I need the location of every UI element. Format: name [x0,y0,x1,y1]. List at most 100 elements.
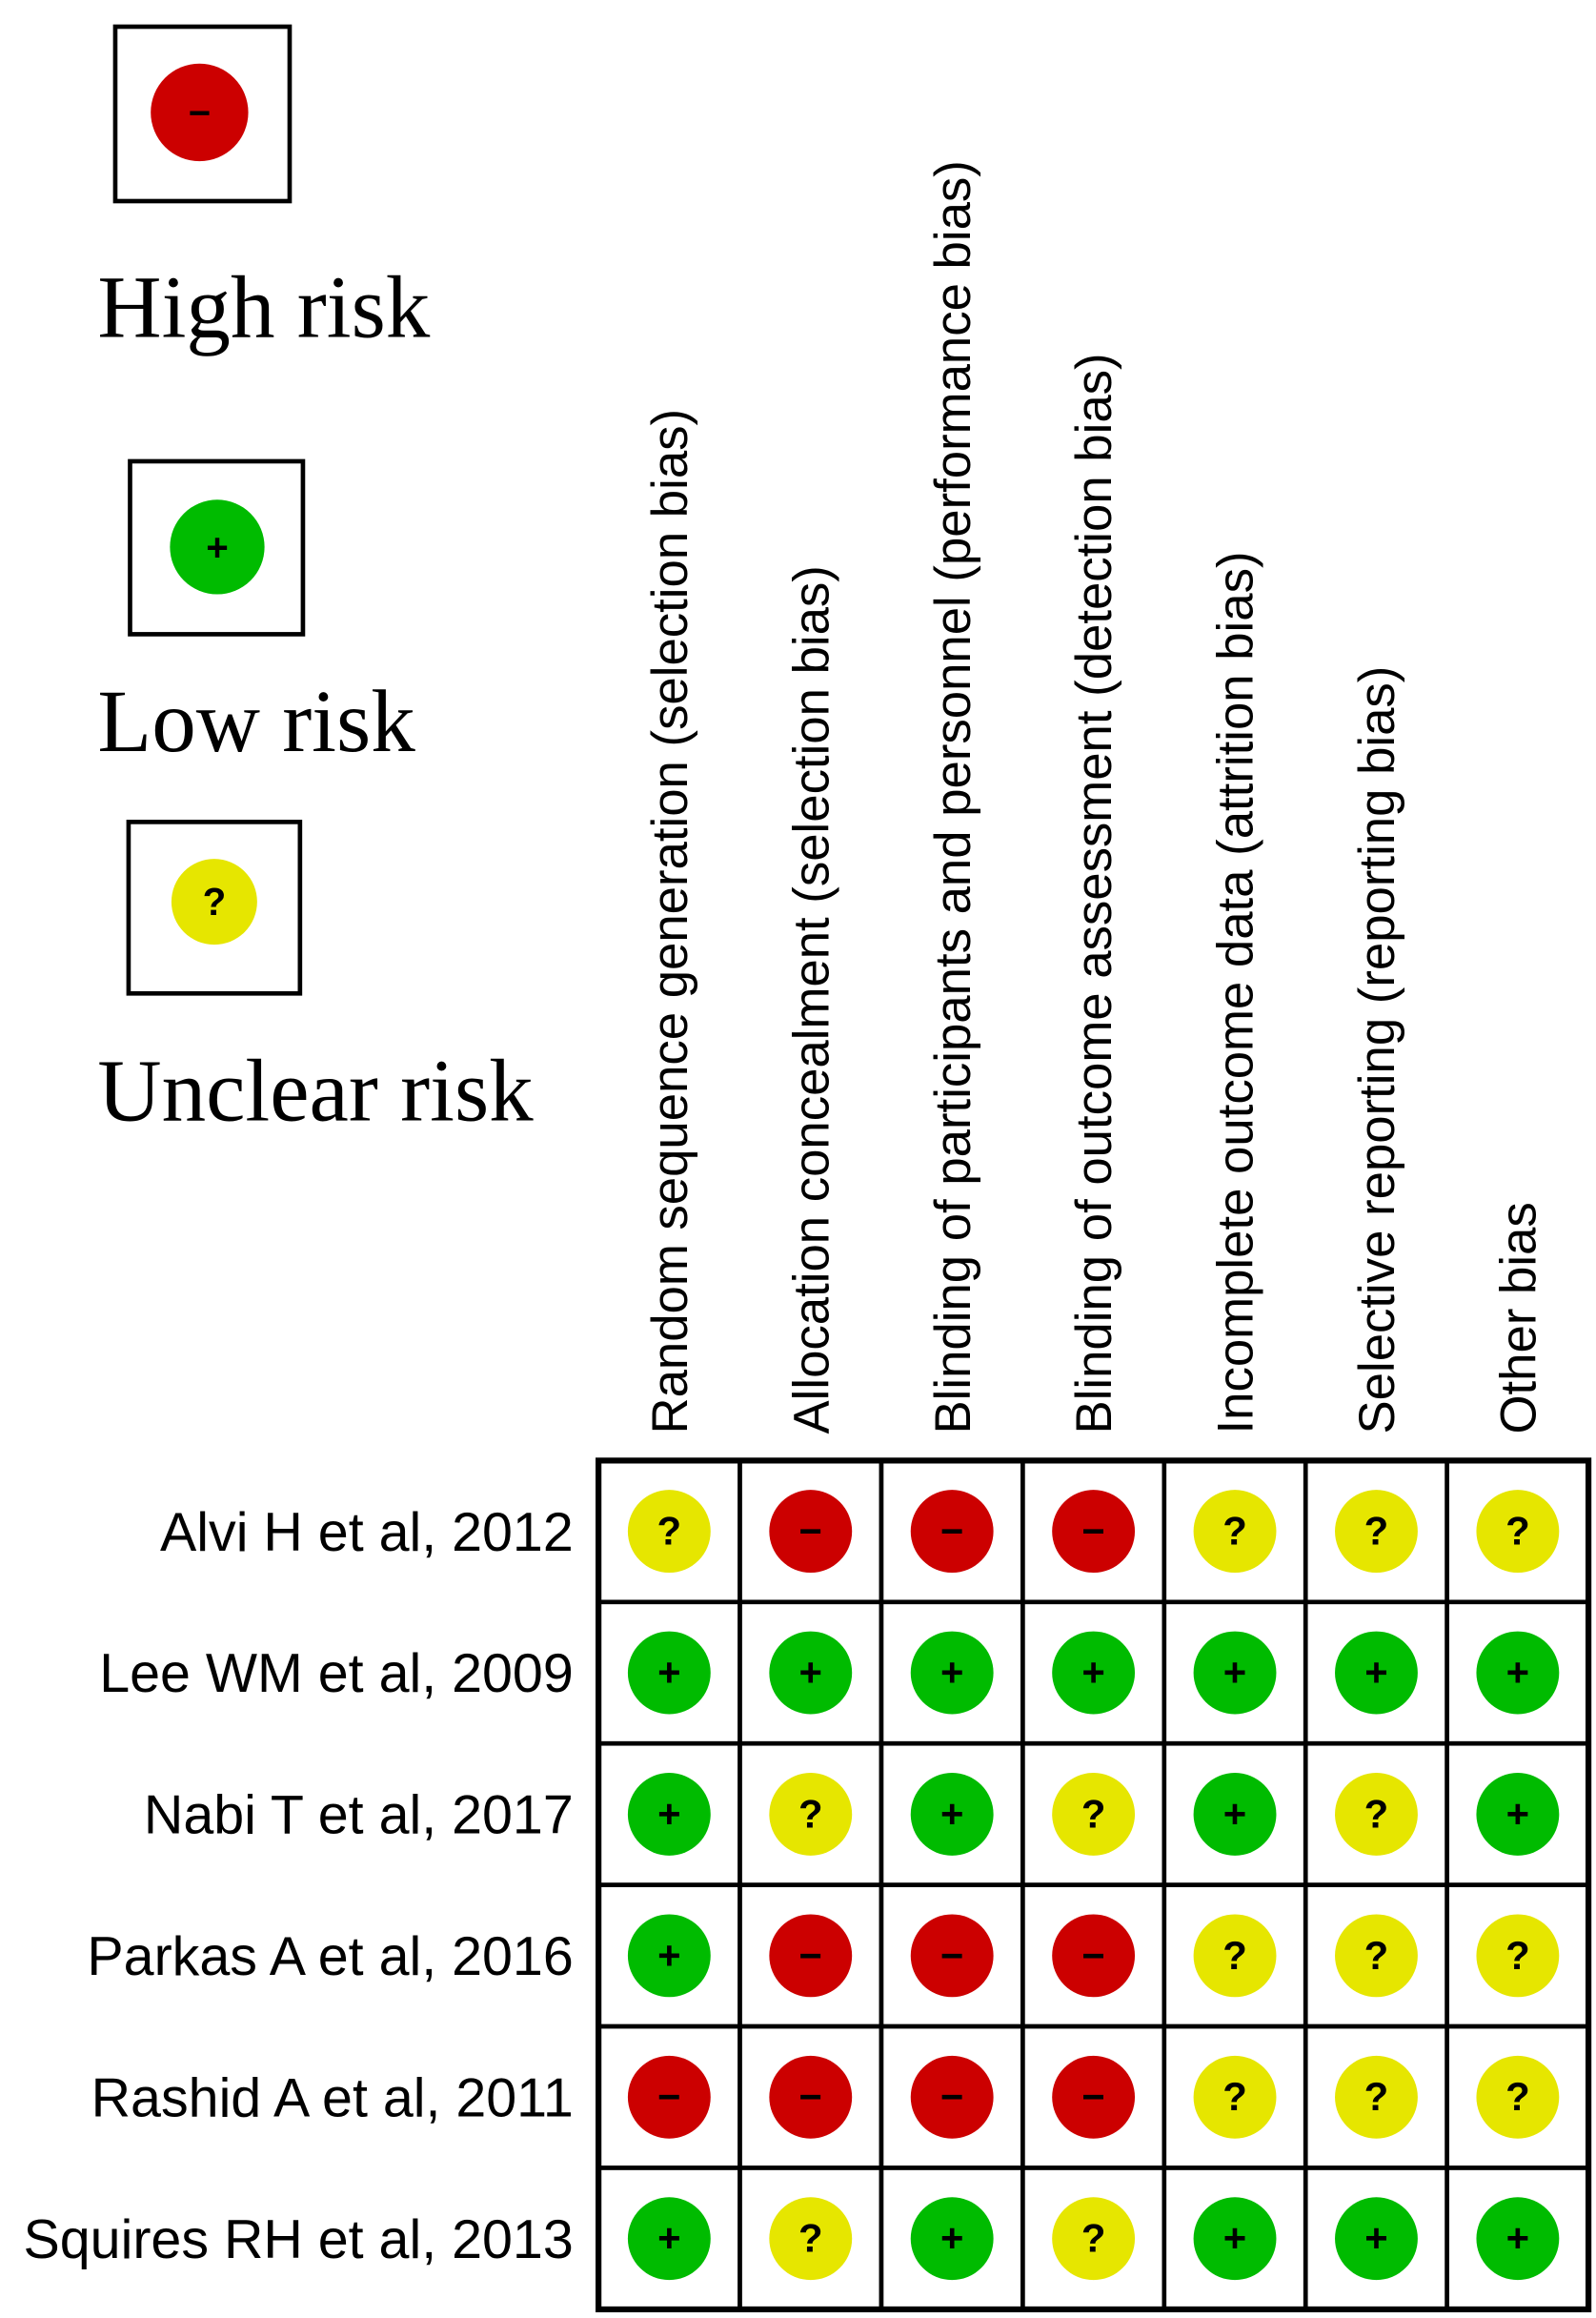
row-label: Parkas A et al, 2016 [87,1926,573,1987]
legend-box [112,24,293,204]
legend-symbol-text: ? [203,880,227,924]
judgement [1052,2197,1136,2281]
judgement [769,1773,853,1856]
legend-symbol [171,859,257,946]
judgement-symbol: + [799,1650,822,1695]
judgement-symbol: + [1364,2216,1387,2261]
judgement [910,2055,994,2139]
grid-border [596,1457,1592,2313]
judgement-symbol: ? [798,2216,823,2261]
judgement [1476,1490,1560,1574]
judgement-symbol: ? [1505,1933,1530,1978]
judgement [1335,2055,1418,2139]
judgement-symbol: − [657,2074,680,2119]
judgement [627,2055,711,2139]
judgement [769,2055,853,2139]
judgement [627,2197,711,2281]
judgement-symbol: + [657,2216,680,2261]
legend-label-box: Low risk [97,672,415,771]
judgement-symbol: ? [1222,1933,1247,1978]
legend-symbol-text: − [189,91,212,134]
legend-symbol [170,499,265,595]
judgement [1335,1490,1418,1574]
judgement-symbol: ? [1081,2216,1106,2261]
judgement [1193,1631,1277,1715]
judgement-symbol: ? [1505,2074,1530,2119]
legend-label-box: Unclear risk [97,1042,533,1139]
judgement [1193,1773,1277,1856]
judgement-symbol: ? [1081,1791,1106,1836]
judgement [910,1914,994,1998]
judgement-symbol: ? [657,1509,682,1554]
legend-symbol [151,63,249,162]
judgement-symbol: + [657,1791,680,1836]
judgement [1193,2055,1277,2139]
judgement [1052,1914,1136,1998]
judgement-symbol: + [1223,1791,1246,1836]
judgement-symbol: + [1223,1650,1246,1695]
judgement [627,1631,711,1715]
judgement-symbol: ? [1364,2074,1389,2119]
judgement-symbol: + [1506,2216,1529,2261]
judgement-symbol: + [940,2216,963,2261]
row-label: Nabi T et al, 2017 [144,1785,574,1846]
legend-label: High risk [97,258,431,356]
judgement [1052,1631,1136,1715]
legend-box [126,820,303,996]
judgement-symbol: + [1506,1650,1529,1695]
column-header: Incomplete outcome data (attrition bias) [1208,551,1264,1434]
judgement [910,1490,994,1574]
judgement [769,2197,853,2281]
judgement [910,1631,994,1715]
judgement [1335,2197,1418,2281]
judgement-symbol: − [940,2074,963,2119]
judgement-symbol: ? [798,1791,823,1836]
row-label: Lee WM et al, 2009 [99,1643,574,1704]
judgement-symbol: + [1081,1650,1104,1695]
judgement-symbol: + [940,1650,963,1695]
legend-label: Low risk [97,672,415,771]
row-label: Alvi H et al, 2012 [160,1502,574,1563]
judgement-symbol: − [799,1933,822,1978]
judgement [769,1631,853,1715]
legend-label-box: High risk [97,258,431,356]
judgement-symbol: ? [1364,1509,1389,1554]
judgement [769,1914,853,1998]
judgement-symbol: ? [1222,2074,1247,2119]
judgement [1052,1490,1136,1574]
judgement-symbol: − [1081,1933,1104,1978]
judgement-symbol: − [940,1509,963,1554]
judgement [1476,2197,1560,2281]
judgement-symbol: + [657,1933,680,1978]
judgement [1476,1914,1560,1998]
column-header: Allocation concealment (selection bias) [783,565,839,1434]
judgement [627,1490,711,1574]
row-label: Rashid A et al, 2011 [91,2067,574,2128]
judgement-symbol: + [1223,2216,1246,2261]
column-header: Other bias [1490,1202,1546,1434]
judgement-symbol: − [1081,1509,1104,1554]
judgement [1335,1914,1418,1998]
judgement [1193,1490,1277,1574]
judgement [1476,1631,1560,1715]
judgement [1052,2055,1136,2139]
judgement-symbol: ? [1364,1933,1389,1978]
judgement-symbol: ? [1222,1509,1247,1554]
legend-box [128,458,306,637]
judgement [1476,1773,1560,1856]
judgement-symbol: − [799,2074,822,2119]
judgement [769,1490,853,1574]
judgement [1193,1914,1277,1998]
judgement [910,1773,994,1856]
legend-symbol-text: + [206,525,229,569]
judgement-symbol: ? [1505,1509,1530,1554]
judgement [627,1773,711,1856]
row-label: Squires RH et al, 2013 [23,2209,573,2270]
judgement [1052,1773,1136,1856]
judgement-symbol: + [1364,1650,1387,1695]
column-header: Selective reporting (reporting bias) [1349,666,1405,1434]
judgement-symbol: − [799,1509,822,1554]
judgement-symbol: + [1506,1791,1529,1836]
